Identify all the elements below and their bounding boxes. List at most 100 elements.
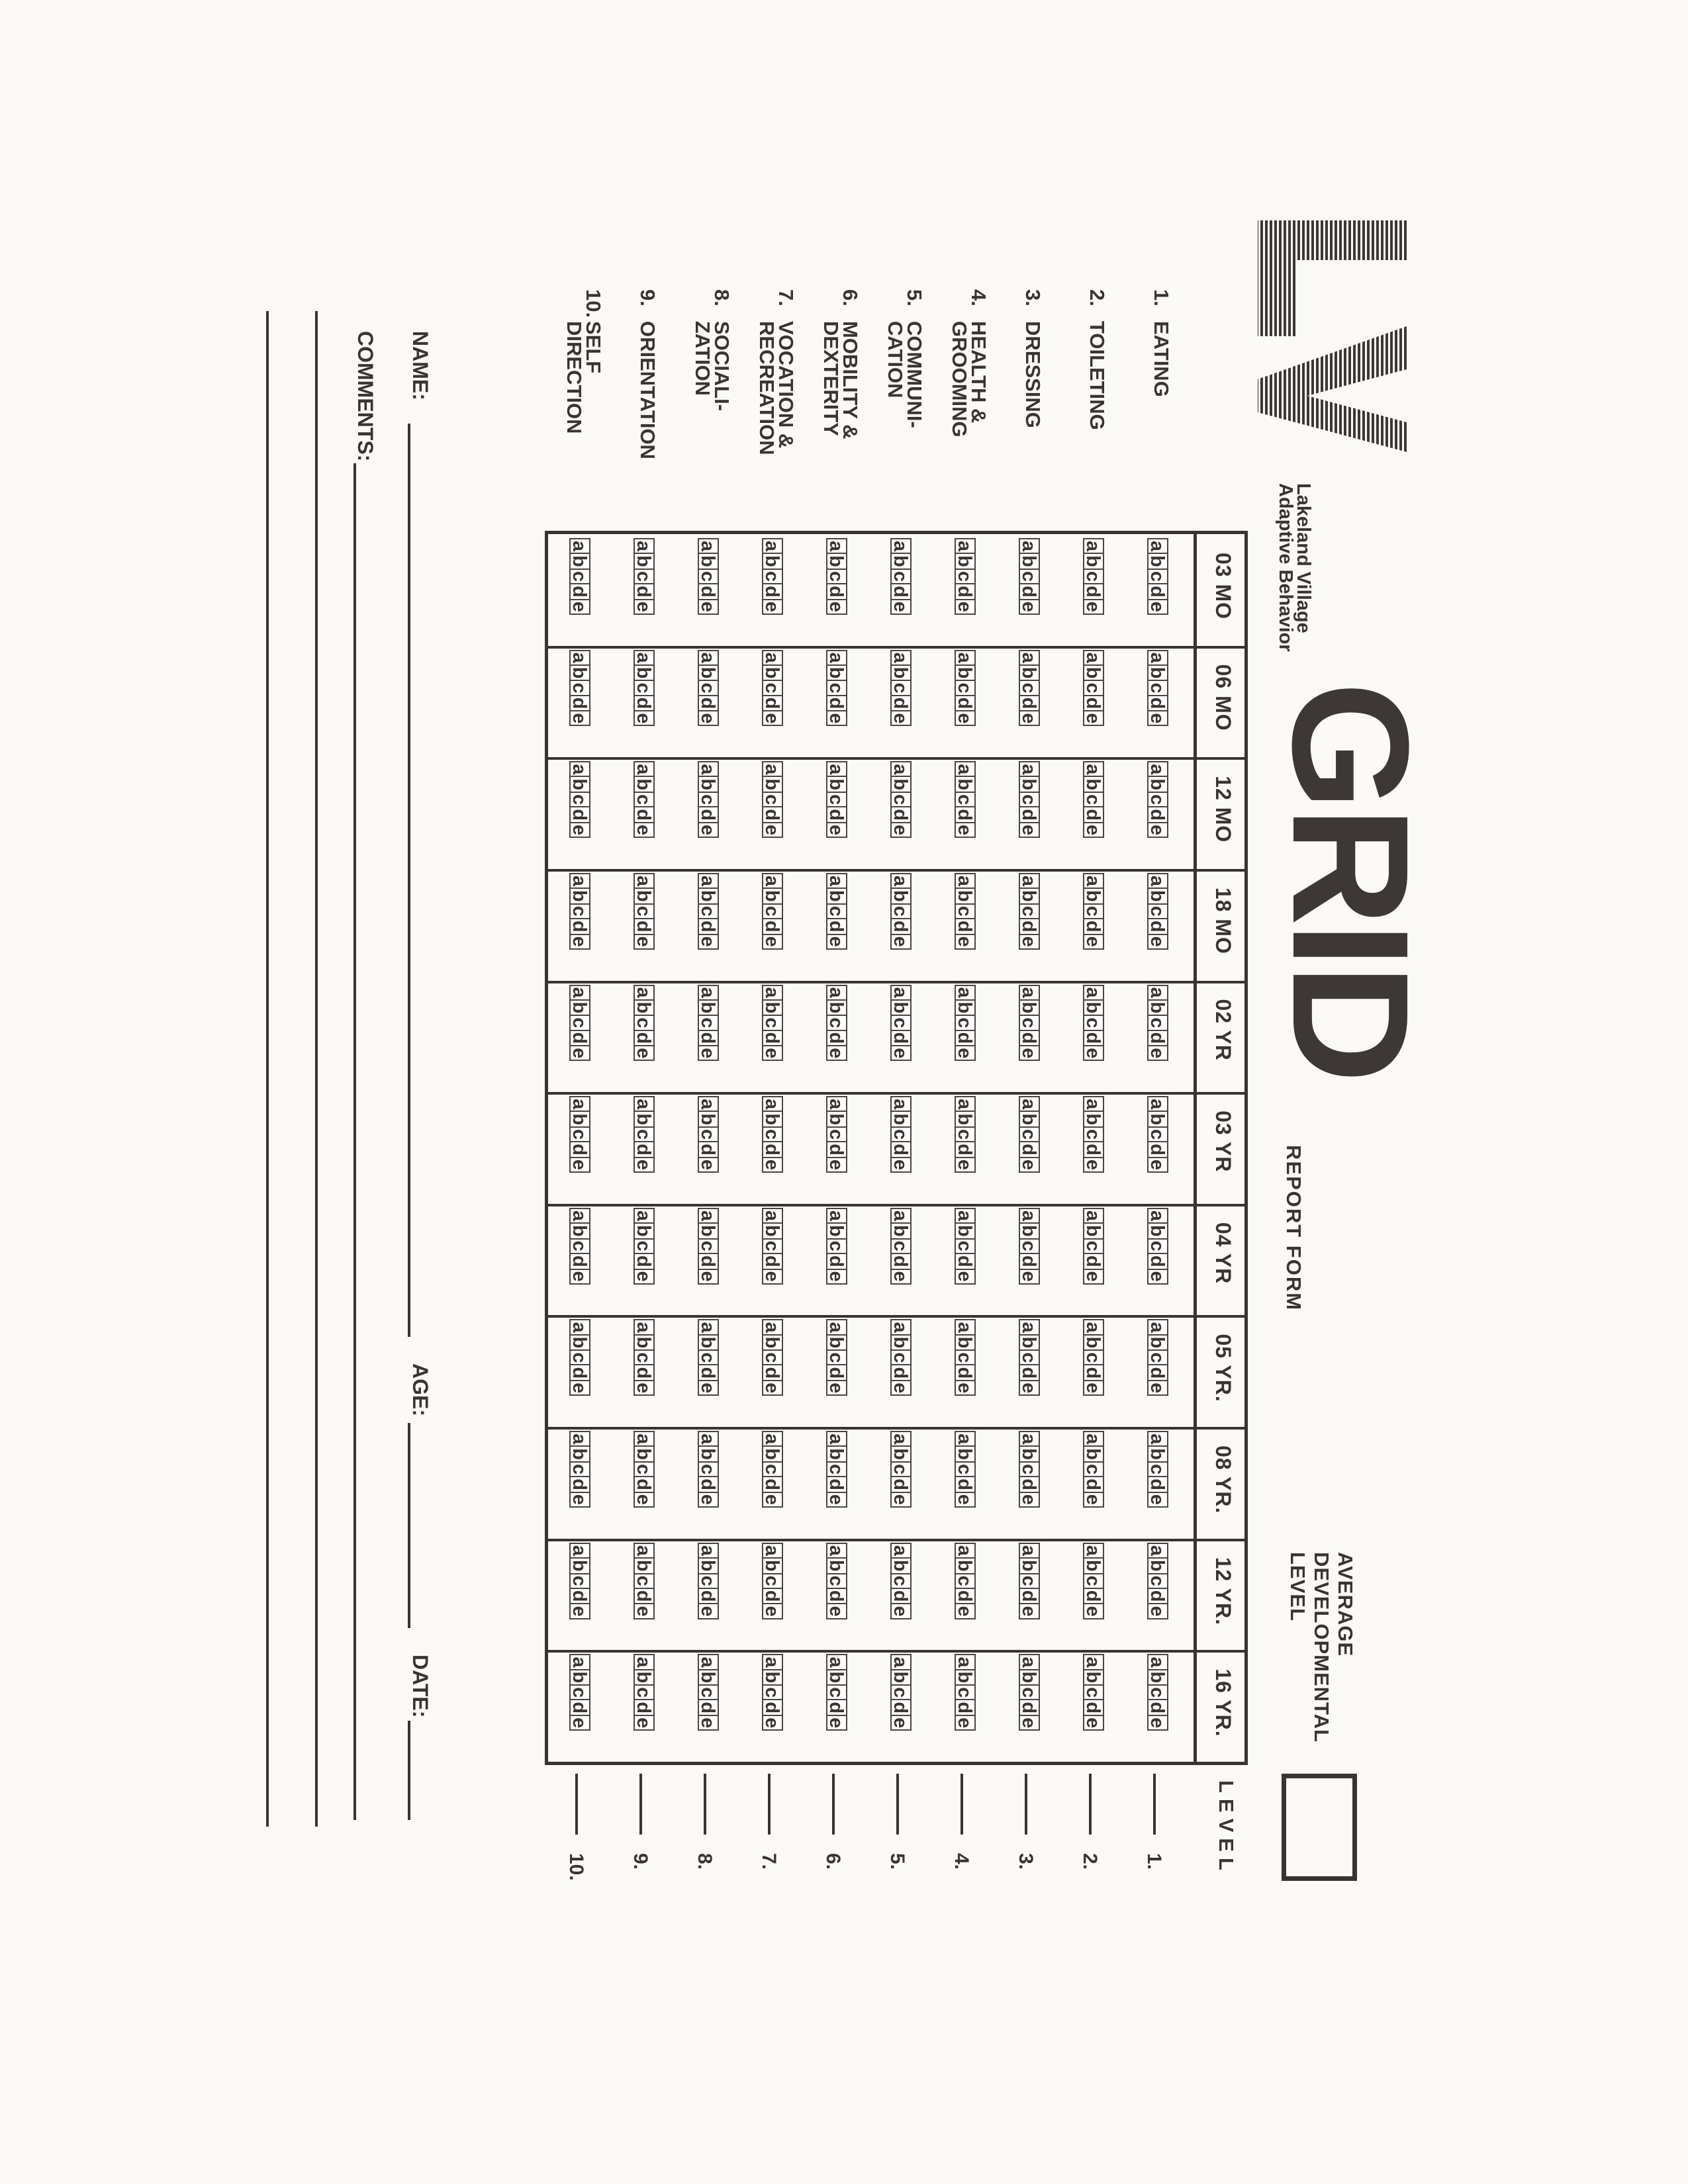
choice-a[interactable]: a [1019, 1542, 1041, 1559]
choice-c[interactable]: c [955, 1015, 976, 1031]
choice-c[interactable]: c [569, 1126, 591, 1143]
choice-b[interactable]: b [698, 1557, 720, 1574]
choice-a[interactable]: a [762, 761, 784, 778]
choice-e[interactable]: e [698, 1491, 720, 1508]
choice-d[interactable]: d [762, 917, 784, 935]
choice-e[interactable]: e [633, 1045, 655, 1062]
choice-c[interactable]: c [955, 1238, 976, 1254]
choice-b[interactable]: b [569, 1111, 591, 1128]
choice-b[interactable]: b [633, 1445, 655, 1463]
choice-d[interactable]: d [762, 694, 784, 712]
choice-a[interactable]: a [1019, 984, 1041, 1001]
choice-b[interactable]: b [955, 1111, 976, 1128]
choice-c[interactable]: c [698, 1461, 720, 1478]
choice-c[interactable]: c [826, 903, 848, 919]
choice-c[interactable]: c [826, 1572, 848, 1589]
choice-b[interactable]: b [1147, 1222, 1169, 1240]
choice-c[interactable]: c [1147, 568, 1169, 584]
choice-d[interactable]: d [633, 1699, 655, 1717]
name-field[interactable] [408, 424, 410, 1337]
choice-e[interactable]: e [569, 933, 591, 950]
choice-b[interactable]: b [890, 1111, 912, 1128]
choice-c[interactable]: c [890, 680, 912, 696]
choice-a[interactable]: a [955, 1207, 976, 1224]
choice-b[interactable]: b [1147, 999, 1169, 1017]
choice-c[interactable]: c [1147, 680, 1169, 696]
choice-c[interactable]: c [1147, 792, 1169, 808]
choice-a[interactable]: a [826, 538, 848, 555]
choice-e[interactable]: e [1147, 1156, 1169, 1173]
choice-d[interactable]: d [1083, 1476, 1105, 1493]
choice-a[interactable]: a [955, 1319, 976, 1336]
choice-d[interactable]: d [955, 583, 976, 600]
choice-c[interactable]: c [826, 568, 848, 584]
choice-c[interactable]: c [1147, 1461, 1169, 1478]
choice-e[interactable]: e [826, 1156, 848, 1173]
choice-d[interactable]: d [1083, 1141, 1105, 1158]
choice-c[interactable]: c [1019, 1684, 1041, 1701]
choice-e[interactable]: e [955, 821, 976, 839]
choice-d[interactable]: d [762, 1364, 784, 1382]
choice-b[interactable]: b [1147, 553, 1169, 570]
choice-b[interactable]: b [955, 999, 976, 1017]
choice-e[interactable]: e [1147, 1045, 1169, 1062]
choice-c[interactable]: c [762, 1015, 784, 1031]
choice-c[interactable]: c [569, 1572, 591, 1589]
choice-d[interactable]: d [955, 1364, 976, 1382]
choice-e[interactable]: e [890, 1380, 912, 1396]
choice-a[interactable]: a [955, 872, 976, 889]
choice-d[interactable]: d [1147, 694, 1169, 712]
choice-b[interactable]: b [955, 776, 976, 794]
choice-b[interactable]: b [890, 1222, 912, 1240]
choice-a[interactable]: a [633, 538, 655, 555]
choice-e[interactable]: e [890, 1603, 912, 1619]
choice-a[interactable]: a [826, 1542, 848, 1559]
choice-a[interactable]: a [826, 761, 848, 778]
choice-e[interactable]: e [955, 710, 976, 727]
choice-a[interactable]: a [762, 1096, 784, 1113]
choice-a[interactable]: a [1019, 1096, 1041, 1113]
level-field[interactable] [768, 1774, 771, 1835]
choice-a[interactable]: a [826, 872, 848, 889]
choice-d[interactable]: d [1019, 1252, 1041, 1270]
choice-b[interactable]: b [698, 1111, 720, 1128]
choice-e[interactable]: e [762, 821, 784, 839]
choice-a[interactable]: a [890, 1319, 912, 1336]
choice-a[interactable]: a [698, 649, 720, 666]
choice-e[interactable]: e [569, 1156, 591, 1173]
choice-c[interactable]: c [1019, 903, 1041, 919]
choice-a[interactable]: a [955, 1542, 976, 1559]
choice-d[interactable]: d [698, 1141, 720, 1158]
choice-b[interactable]: b [1083, 664, 1105, 682]
choice-e[interactable]: e [698, 821, 720, 839]
choice-a[interactable]: a [955, 538, 976, 555]
choice-c[interactable]: c [762, 1349, 784, 1366]
choice-d[interactable]: d [569, 694, 591, 712]
level-field[interactable] [961, 1774, 964, 1835]
choice-b[interactable]: b [698, 1334, 720, 1351]
choice-a[interactable]: a [569, 1319, 591, 1336]
choice-d[interactable]: d [955, 1252, 976, 1270]
choice-e[interactable]: e [762, 1603, 784, 1619]
choice-e[interactable]: e [1083, 1045, 1105, 1062]
choice-d[interactable]: d [955, 694, 976, 712]
choice-b[interactable]: b [633, 776, 655, 794]
choice-d[interactable]: d [698, 694, 720, 712]
choice-d[interactable]: d [826, 917, 848, 935]
choice-b[interactable]: b [1019, 887, 1041, 905]
choice-c[interactable]: c [1083, 792, 1105, 808]
choice-a[interactable]: a [1147, 1431, 1169, 1447]
choice-c[interactable]: c [762, 1461, 784, 1478]
choice-a[interactable]: a [955, 761, 976, 778]
choice-e[interactable]: e [890, 1156, 912, 1173]
choice-b[interactable]: b [826, 1445, 848, 1463]
choice-e[interactable]: e [890, 598, 912, 615]
choice-a[interactable]: a [1083, 1654, 1105, 1670]
choice-a[interactable]: a [1147, 1096, 1169, 1113]
choice-a[interactable]: a [1019, 761, 1041, 778]
choice-c[interactable]: c [1019, 1126, 1041, 1143]
choice-d[interactable]: d [762, 806, 784, 823]
choice-d[interactable]: d [762, 1587, 784, 1605]
date-field[interactable] [408, 1721, 410, 1820]
choice-a[interactable]: a [698, 1207, 720, 1224]
